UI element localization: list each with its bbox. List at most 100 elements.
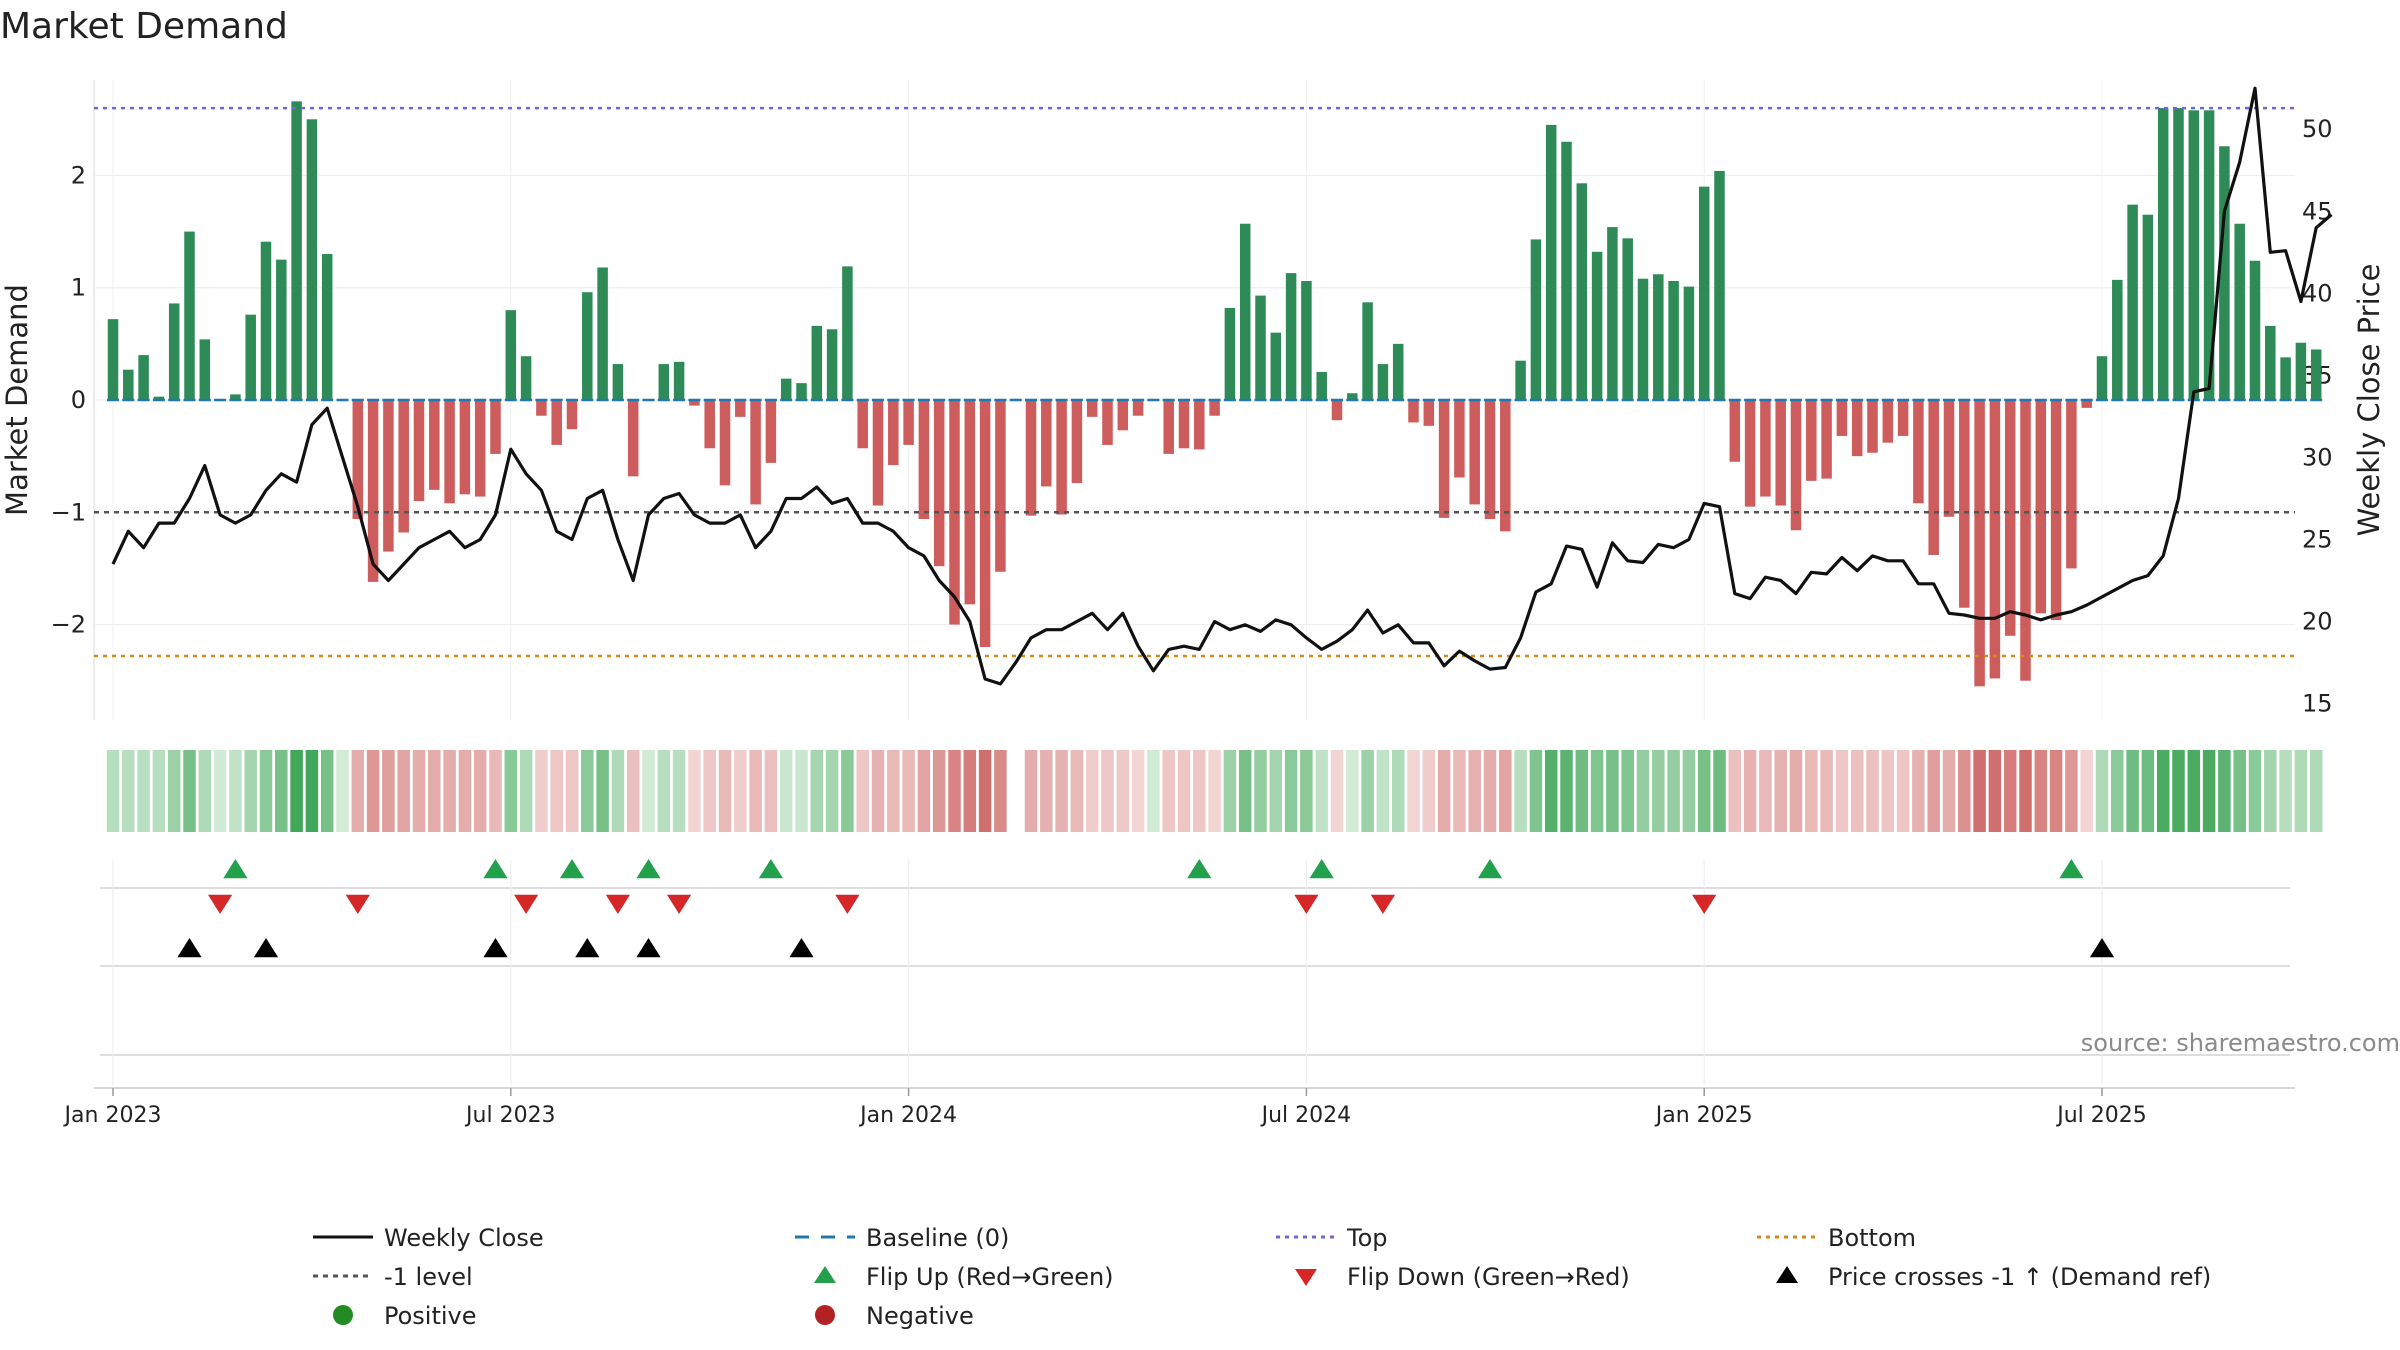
heat-cell — [1085, 750, 1099, 832]
heat-cell — [275, 750, 288, 832]
demand-bar-negative — [872, 400, 884, 506]
heat-cell — [1483, 750, 1497, 832]
demand-bar-negative — [979, 400, 991, 648]
demand-bar-negative — [1102, 400, 1113, 445]
demand-bar-negative — [1025, 400, 1037, 516]
heat-cell — [581, 750, 594, 832]
demand-bar-positive — [2265, 325, 2276, 400]
heat-cell — [1713, 750, 1726, 832]
date-tick-label: Jan 2025 — [1654, 1103, 1753, 1128]
demand-bar-positive — [2310, 349, 2322, 400]
flip-up-marker — [1477, 859, 1503, 879]
source-note: source: sharemaestro.com — [2081, 1029, 2400, 1057]
demand-bar-positive — [321, 254, 333, 400]
date-tick-label: Jan 2023 — [63, 1103, 162, 1128]
demand-bar-negative — [1897, 400, 1909, 436]
demand-bar-positive — [1347, 393, 1358, 400]
heat-cell — [1422, 750, 1436, 832]
demand-bar-negative — [413, 400, 425, 502]
demand-bar-positive — [673, 361, 685, 400]
heat-cell — [213, 750, 227, 832]
heat-cell — [596, 750, 609, 832]
demand-bar-negative — [1943, 400, 1955, 517]
heat-cell — [1116, 750, 1130, 832]
heat-cell — [137, 750, 150, 832]
heat-strip — [106, 750, 2323, 832]
demand-bar-positive — [306, 119, 318, 400]
demand-bar-negative — [429, 400, 440, 490]
left-tick-label: 2 — [71, 161, 86, 189]
heat-cell — [779, 750, 793, 832]
heat-cell — [1437, 750, 1451, 832]
demand-bar-positive — [1239, 223, 1251, 400]
heat-cell — [122, 750, 135, 832]
legend-label-negative: Negative — [866, 1302, 974, 1330]
price-cross-marker — [253, 938, 279, 958]
demand-bar-positive — [1637, 278, 1649, 400]
heat-cell — [1147, 750, 1160, 832]
demand-bar-negative — [1821, 400, 1832, 479]
demand-bar-negative — [474, 400, 486, 497]
flip-down-marker — [605, 894, 630, 914]
heat-cell — [336, 750, 349, 832]
demand-bar-positive — [2188, 110, 2200, 400]
demand-bar-negative — [1454, 400, 1465, 478]
heat-cell — [2172, 750, 2185, 832]
heat-cell — [1453, 750, 1466, 832]
demand-bar-negative — [1882, 400, 1894, 443]
heat-cell — [1468, 750, 1481, 832]
demand-bar-negative — [1806, 400, 1817, 481]
date-tick-label: Jul 2023 — [464, 1103, 556, 1128]
demand-bar-negative — [383, 400, 394, 552]
heat-cell — [642, 750, 655, 832]
heat-cell — [994, 750, 1007, 832]
heat-cell — [1575, 750, 1589, 832]
heat-cell — [443, 750, 456, 832]
heat-cell — [1652, 750, 1665, 832]
demand-bar-positive — [245, 314, 256, 400]
heat-cell — [1544, 750, 1558, 832]
heat-cell — [2294, 750, 2308, 832]
heat-cell — [1514, 750, 1527, 832]
heat-cell — [489, 750, 502, 832]
heat-cell — [2080, 750, 2093, 832]
demand-bar-negative — [566, 400, 578, 430]
demand-bar-negative — [719, 400, 731, 486]
heat-cell — [917, 750, 931, 832]
flip-up-marker — [758, 859, 783, 879]
heat-cell — [382, 750, 395, 832]
demand-bar-positive — [780, 378, 792, 400]
demand-bar-positive — [796, 383, 807, 400]
heat-cell — [672, 750, 686, 832]
heat-cell — [1973, 750, 1986, 832]
heat-cell — [1193, 750, 1206, 832]
demand-bar-negative — [1959, 400, 1970, 608]
heat-cell — [657, 750, 671, 832]
left-axis-label: Market Demand — [0, 284, 34, 516]
heat-cell — [1728, 750, 1742, 832]
demand-bar-positive — [826, 329, 838, 400]
demand-bar-positive — [2234, 223, 2245, 400]
demand-bar-positive — [123, 369, 134, 400]
demand-bar-negative — [1484, 400, 1496, 520]
heat-cell — [535, 750, 548, 832]
heat-cell — [366, 750, 380, 832]
flip-down-marker — [667, 894, 692, 914]
right-tick-label: 50 — [2302, 115, 2333, 143]
flip-down-marker — [1692, 894, 1717, 914]
heat-cell — [1055, 750, 1068, 832]
demand-bar-negative — [551, 400, 562, 445]
demand-bar-negative — [1194, 400, 1205, 450]
heat-cell — [2065, 750, 2078, 832]
demand-bar-positive — [811, 325, 823, 400]
demand-panel: 210−1−25045403530252015 — [51, 80, 2333, 720]
demand-bar-negative — [704, 400, 715, 449]
demand-bar-positive — [1530, 239, 1542, 400]
price-cross-marker — [575, 938, 600, 958]
heat-cell — [1835, 750, 1849, 832]
flip-up-marker — [559, 859, 585, 879]
date-tick-label: Jan 2024 — [858, 1103, 957, 1128]
date-axis: Jan 2023 Jul 2023 Jan 2024 Jul 2024 Jan 2025… — [63, 1087, 2295, 1128]
legend-label-flip-up: Flip Up (Red→Green) — [866, 1263, 1114, 1291]
demand-bar-positive — [1316, 371, 1327, 400]
